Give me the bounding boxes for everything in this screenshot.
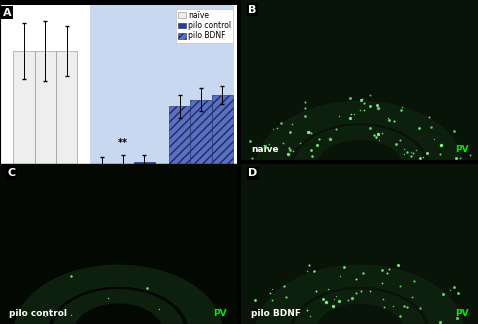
- Text: A: A: [3, 8, 11, 17]
- Polygon shape: [14, 265, 222, 324]
- Bar: [13, 51, 35, 282]
- Bar: [169, 106, 190, 282]
- Text: PV: PV: [455, 145, 468, 154]
- Text: D: D: [249, 168, 258, 179]
- Bar: [134, 162, 155, 282]
- Bar: [91, 167, 112, 282]
- Text: loss of interneurons: loss of interneurons: [64, 298, 174, 308]
- Bar: [90, 0, 234, 282]
- Bar: [56, 51, 77, 282]
- Polygon shape: [293, 289, 426, 324]
- Bar: [190, 99, 212, 282]
- Text: PV: PV: [455, 308, 468, 318]
- Text: pilo BDNF: pilo BDNF: [251, 308, 301, 318]
- Polygon shape: [52, 289, 185, 324]
- Text: **: **: [118, 138, 128, 148]
- Text: B: B: [249, 5, 257, 15]
- Text: PV: PV: [214, 308, 227, 318]
- Text: pilo control: pilo control: [10, 308, 67, 318]
- Polygon shape: [256, 101, 464, 166]
- Bar: [112, 164, 134, 282]
- Text: naïve: naïve: [251, 145, 279, 154]
- Polygon shape: [256, 265, 464, 324]
- Text: C: C: [7, 168, 15, 179]
- Bar: [212, 95, 233, 282]
- Bar: [35, 51, 56, 282]
- Legend: naïve, pilo control, pilo BDNF: naïve, pilo control, pilo BDNF: [175, 9, 233, 42]
- Polygon shape: [293, 126, 426, 167]
